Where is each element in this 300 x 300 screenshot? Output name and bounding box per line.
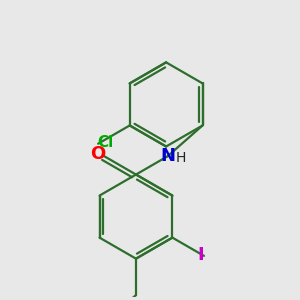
Text: I: I bbox=[198, 246, 205, 264]
Text: H: H bbox=[176, 152, 186, 165]
Text: Cl: Cl bbox=[97, 136, 113, 151]
Text: O: O bbox=[90, 145, 105, 163]
Text: N: N bbox=[160, 147, 175, 165]
